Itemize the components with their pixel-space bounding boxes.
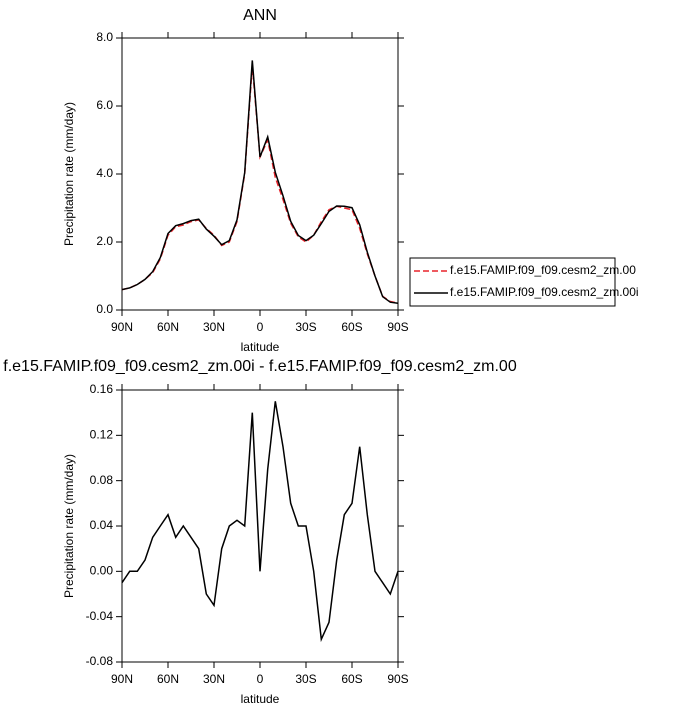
data-line — [121, 65, 399, 304]
y-tick-label: -0.08 — [86, 654, 114, 668]
x-tick-label: 90S — [387, 320, 408, 334]
legend-label: f.e15.FAMIP.f09_f09.cesm2_zm.00i — [450, 285, 639, 299]
x-tick-label: 30S — [295, 672, 316, 686]
x-axis-label: latitude — [241, 340, 280, 354]
x-tick-label: 0 — [257, 672, 264, 686]
x-tick-label: 60N — [157, 320, 179, 334]
y-tick-label: 4.0 — [96, 166, 113, 180]
data-line — [121, 401, 399, 643]
x-tick-label: 0 — [257, 320, 264, 334]
legend-label: f.e15.FAMIP.f09_f09.cesm2_zm.00 — [450, 263, 636, 277]
plot-frame — [121, 37, 399, 311]
y-tick-label: 8.0 — [96, 30, 113, 44]
x-tick-label: 60N — [157, 672, 179, 686]
y-tick-label: 0.16 — [90, 382, 114, 396]
x-tick-label: 30N — [203, 320, 225, 334]
data-line — [121, 60, 399, 304]
y-tick-label: 0.04 — [90, 518, 114, 532]
y-axis-label: Precipitation rate (mm/day) — [62, 454, 76, 598]
y-tick-label: 0.0 — [96, 302, 113, 316]
legend-box — [409, 257, 616, 307]
y-tick-label: 0.08 — [90, 473, 114, 487]
y-tick-label: 0.12 — [90, 428, 114, 442]
chart-title: ANN — [243, 7, 277, 24]
plot-frame — [121, 389, 399, 663]
x-tick-label: 90N — [111, 320, 133, 334]
y-tick-label: -0.04 — [86, 609, 114, 623]
x-tick-label: 60S — [341, 672, 362, 686]
x-tick-label: 60S — [341, 320, 362, 334]
y-axis-label: Precipitation rate (mm/day) — [62, 102, 76, 246]
x-tick-label: 90N — [111, 672, 133, 686]
y-tick-label: 0.00 — [90, 564, 114, 578]
x-tick-label: 30N — [203, 672, 225, 686]
x-axis-label: latitude — [241, 692, 280, 706]
x-tick-label: 30S — [295, 320, 316, 334]
y-tick-label: 6.0 — [96, 98, 113, 112]
chart-title: f.e15.FAMIP.f09_f09.cesm2_zm.00i - f.e15… — [3, 358, 517, 375]
y-tick-label: 2.0 — [96, 234, 113, 248]
x-tick-label: 90S — [387, 672, 408, 686]
